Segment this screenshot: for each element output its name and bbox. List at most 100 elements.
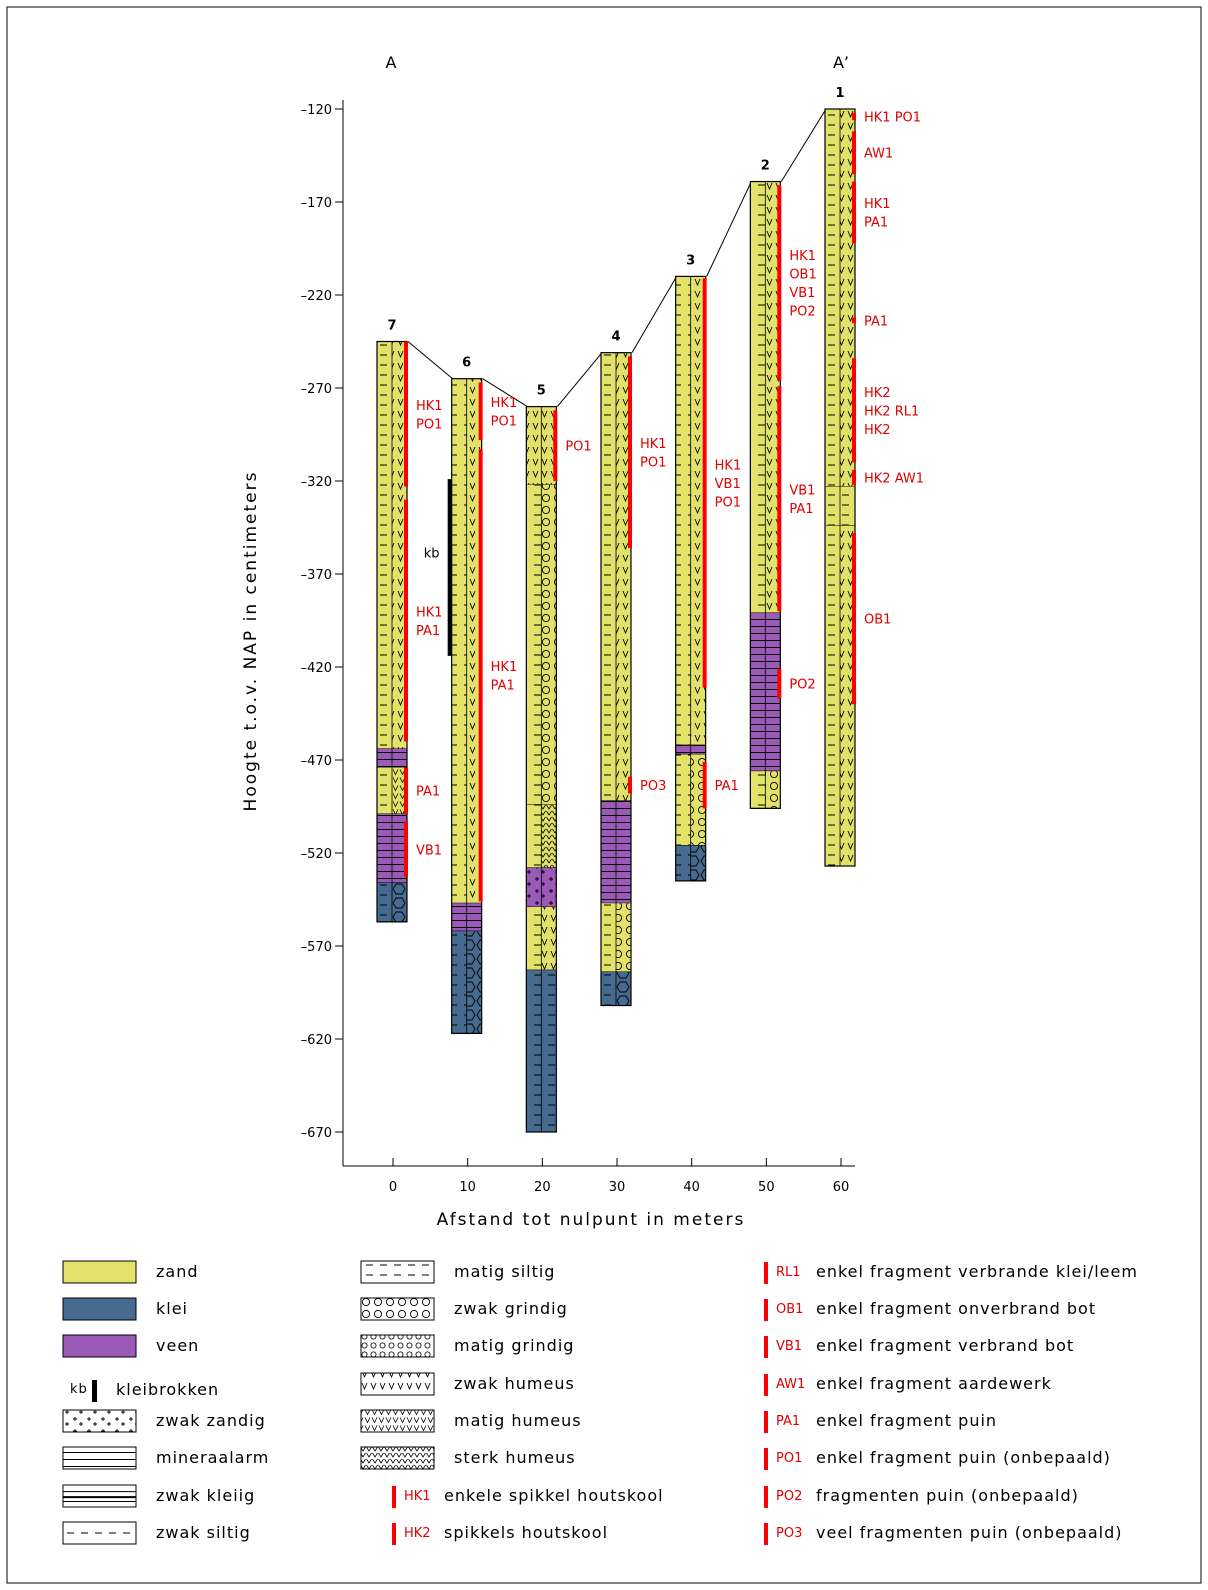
pattern-left	[675, 276, 691, 746]
legend-label: matig siltig	[454, 1262, 556, 1281]
pattern-left	[526, 804, 542, 868]
pattern-left	[601, 903, 616, 973]
marker-label: HK2 RL1	[864, 404, 919, 419]
marker-label: HK1	[491, 396, 518, 411]
legend-label: zwak kleiig	[156, 1486, 256, 1505]
pattern-fill	[361, 1298, 434, 1320]
y-tick-label: –520	[301, 847, 332, 862]
pattern-right	[466, 931, 482, 1034]
marker-bar	[702, 761, 707, 809]
legend-label: matig grindig	[454, 1336, 575, 1355]
pattern-right	[690, 845, 706, 881]
marker-label: OB1	[789, 268, 816, 283]
marker-bar	[702, 278, 707, 688]
marker-bar	[777, 185, 782, 381]
marker-label: VB1	[789, 483, 815, 498]
marker-label: PA1	[491, 679, 515, 694]
legend-swatch-zand	[62, 1260, 137, 1284]
y-tick-label: –370	[301, 568, 332, 583]
legend-label: klei	[156, 1299, 188, 1318]
pattern-left	[750, 771, 766, 809]
pattern-fill	[63, 1410, 136, 1432]
borehole-6: 6 HK1 PO1 HK1 PA1 kb	[424, 356, 518, 1035]
legend-code: VB1	[776, 1339, 803, 1354]
marker-label: HK1	[640, 437, 667, 452]
marker-label: PO1	[491, 415, 517, 430]
y-tick-label: –420	[301, 661, 332, 676]
marker-bar-icon	[764, 1523, 768, 1545]
y-tick-label: –220	[301, 289, 332, 304]
marker-bar-icon	[764, 1374, 768, 1396]
legend-code: AW1	[776, 1377, 806, 1392]
legend-code: PA1	[776, 1414, 801, 1429]
pattern-left	[377, 882, 392, 922]
y-tick-label: –620	[301, 1033, 332, 1048]
pattern-left	[451, 378, 467, 904]
borehole-2: 2 HK1 OB1 VB1 PO2 VB1 PA1 PO2	[749, 159, 817, 809]
marker-label: PO1	[640, 455, 666, 470]
legend-swatch-veen	[62, 1334, 137, 1358]
legend-label: enkele spikkel houtskool	[444, 1486, 664, 1505]
pattern-right	[765, 771, 781, 809]
marker-label: PA1	[715, 779, 739, 794]
legend-swatches	[62, 1260, 435, 1545]
marker-bar	[852, 358, 856, 463]
legend-label: fragmenten puin (onbepaald)	[816, 1486, 1079, 1505]
marker-label: PO1	[416, 417, 442, 432]
legend-label: zwak grindig	[454, 1299, 568, 1318]
marker-label: PA1	[416, 624, 440, 639]
pattern-right	[690, 754, 706, 846]
pattern-fill	[361, 1373, 434, 1395]
pattern-fill	[361, 1447, 434, 1469]
y-tick-label: –120	[301, 103, 332, 118]
borehole-1: 1 HK1 PO1 AW1 HK1 PA1 PA1 HK2 HK2 RL1 HK2 HK2 AW1…	[824, 86, 924, 867]
pattern-right	[541, 406, 557, 485]
marker-bar-icon	[764, 1448, 768, 1470]
marker-bar	[852, 131, 856, 175]
marker-label: PO2	[789, 305, 815, 320]
pattern-right	[616, 800, 631, 904]
legend-code: PO2	[776, 1489, 803, 1504]
pattern-left	[675, 745, 691, 755]
legend-label: veel fragmenten puin (onbepaald)	[816, 1523, 1123, 1542]
legend-label: zwak siltig	[156, 1523, 251, 1542]
pattern-left	[377, 341, 392, 749]
pattern-right	[392, 813, 407, 883]
surface-line-segment	[407, 341, 453, 380]
marker-bar	[852, 181, 856, 243]
legend-code: OB1	[776, 1302, 804, 1317]
marker-bar	[852, 533, 856, 705]
y-axis-label: Hoogte t.o.v. NAP in centimeters	[241, 471, 261, 812]
surface-line-segment	[482, 378, 528, 408]
x-tick-label: 20	[534, 1180, 551, 1195]
legend-label: matig humeus	[454, 1411, 582, 1430]
pattern-right	[690, 276, 706, 746]
legend-swatch-klei	[62, 1297, 137, 1321]
marker-bar	[404, 767, 408, 814]
axes: –120 –170 –220 –270 –320 –370 –420 –470 –520 –570…	[301, 100, 855, 1195]
pattern-right	[765, 613, 781, 772]
pattern-right	[840, 109, 855, 487]
pattern-right	[392, 748, 407, 768]
pattern-right	[541, 867, 557, 907]
pattern-left	[526, 406, 542, 485]
pattern-right	[541, 906, 557, 971]
borehole-outline	[824, 108, 856, 867]
x-tick-label: 30	[609, 1180, 626, 1195]
pattern-fill	[63, 1447, 136, 1469]
marker-bar-icon	[764, 1486, 768, 1508]
legend-swatch-pattern	[62, 1484, 137, 1508]
marker-label: VB1	[416, 843, 442, 858]
marker-bar	[404, 821, 408, 878]
marker-label: VB1	[789, 286, 815, 301]
legend-label: enkel fragment verbrand bot	[816, 1336, 1075, 1355]
legend-label: mineraalarm	[156, 1448, 270, 1467]
marker-bar	[852, 112, 856, 121]
legend-label: enkel fragment puin	[816, 1411, 998, 1430]
marker-bar-icon	[764, 1299, 768, 1321]
pattern-right	[690, 745, 706, 755]
borehole-number: 3	[686, 253, 695, 268]
pattern-left	[750, 181, 766, 614]
pattern-fill	[361, 1335, 434, 1357]
